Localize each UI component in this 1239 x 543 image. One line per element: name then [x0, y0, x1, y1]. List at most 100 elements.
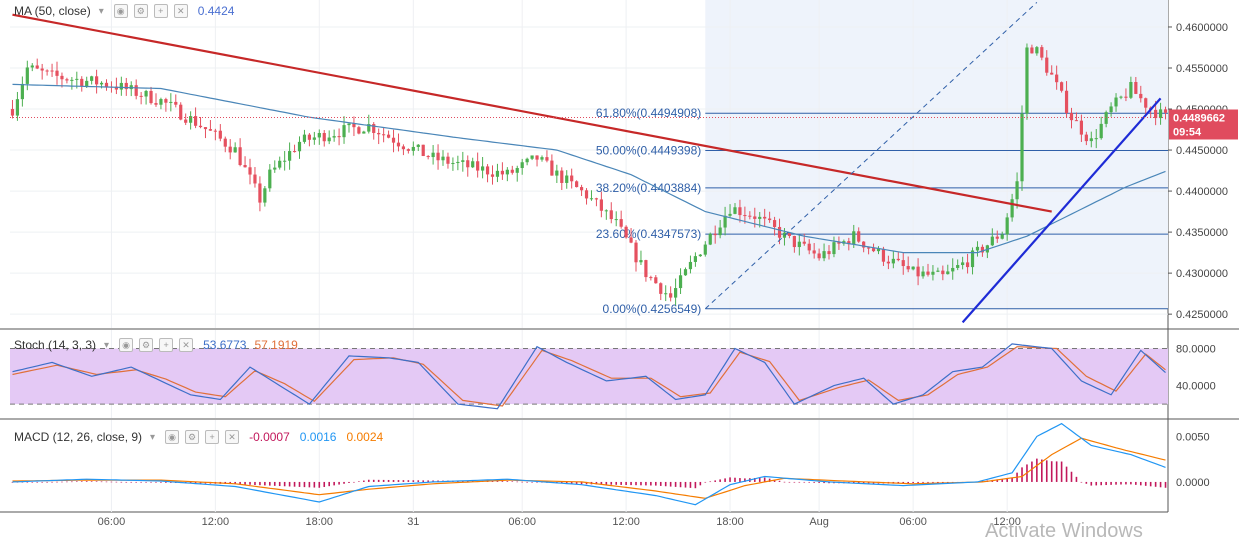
macd-hist-bar	[536, 481, 538, 483]
candle-body	[629, 237, 633, 243]
macd-hist-bar	[125, 481, 128, 483]
eye-icon[interactable]: ◉	[113, 4, 128, 18]
macd-hist-bar	[288, 481, 291, 487]
candle-body	[193, 116, 198, 126]
legend-caret-icon[interactable]: ▾	[150, 431, 156, 443]
macd-hist-bar	[699, 481, 702, 486]
candle-body	[743, 215, 747, 217]
macd-hist-bar	[580, 481, 583, 485]
candle-body	[589, 198, 594, 200]
macd-hist-bar	[753, 477, 756, 482]
candle-body	[565, 175, 569, 183]
macd-hist-bar	[932, 481, 934, 483]
macd-hist-bar	[684, 481, 687, 488]
candle-body	[807, 243, 811, 251]
stoch-d-value: 57.1919	[254, 338, 298, 352]
macd-hist-bar	[11, 481, 14, 483]
candle-body	[65, 79, 69, 81]
macd-hist-bar	[1139, 481, 1142, 486]
candle-body	[624, 226, 628, 238]
candle-body	[208, 129, 213, 131]
candle-body	[461, 160, 465, 162]
macd-hist-bar	[1149, 481, 1152, 487]
candle-body	[490, 174, 495, 177]
macd-hist-bar	[788, 481, 791, 483]
legend-caret-icon[interactable]: ▾	[98, 5, 104, 17]
candle-body	[297, 141, 302, 152]
settings-icon[interactable]: ⚙	[133, 4, 148, 18]
candle-body	[901, 260, 905, 267]
candle-body	[372, 124, 376, 133]
macd-tick-label: 0.0000	[1176, 477, 1210, 489]
eye-icon[interactable]: ◉	[119, 338, 134, 352]
macd-hist-bar	[264, 481, 266, 486]
candle-body	[342, 125, 346, 138]
macd-hist-bar	[318, 481, 321, 488]
candle-body	[1134, 82, 1138, 94]
candle-body	[223, 138, 227, 147]
fib-zone	[705, 0, 1168, 309]
candle-body	[431, 152, 435, 158]
candle-body	[1114, 97, 1118, 107]
candle-body	[881, 248, 886, 262]
macd-hist-bar	[392, 480, 395, 482]
add-icon[interactable]: +	[153, 4, 168, 18]
macd-hist-bar	[338, 481, 340, 485]
macd-hist-bar	[501, 481, 504, 482]
macd-hist-bar	[372, 479, 375, 482]
settings-icon[interactable]: ⚙	[139, 338, 154, 352]
candle-body	[485, 166, 490, 175]
candle-body	[540, 157, 544, 160]
candle-body	[476, 161, 480, 171]
legend-caret-icon[interactable]: ▾	[104, 339, 110, 351]
macd-hist-bar	[1036, 458, 1038, 482]
eye-icon[interactable]: ◉	[165, 430, 180, 444]
macd-hist-bar	[358, 481, 360, 482]
candle-body	[1020, 113, 1024, 182]
candle-body	[1015, 181, 1019, 200]
macd-line	[12, 422, 1166, 506]
fib-level-label: 0.00%(0.4256549)	[603, 302, 702, 316]
macd-hist-bar	[506, 481, 509, 482]
add-icon[interactable]: +	[159, 338, 174, 352]
candle-body	[644, 260, 648, 278]
candle-body	[500, 170, 504, 175]
macd-hist-bar	[927, 481, 929, 483]
macd-hist-bar	[1130, 481, 1132, 485]
candle-body	[802, 241, 806, 244]
candle-body	[1055, 74, 1059, 83]
macd-hist-bar	[808, 481, 811, 483]
macd-hist-bar	[110, 481, 113, 483]
macd-hist-bar	[1045, 460, 1048, 482]
macd-hist-bar	[61, 481, 63, 483]
candle-body	[510, 169, 514, 173]
candle-body	[748, 215, 752, 217]
add-icon[interactable]: +	[205, 430, 220, 444]
candle-body	[367, 124, 371, 132]
remove-icon[interactable]: ✕	[179, 338, 194, 352]
macd-hist-bar	[363, 480, 365, 482]
macd-hist-bar	[674, 481, 677, 487]
candle-body	[233, 147, 237, 153]
candle-body	[520, 162, 524, 169]
macd-hist-bar	[565, 481, 568, 484]
macd-hist-bar	[1090, 481, 1093, 486]
candle-body	[852, 231, 856, 245]
macd-hist-bar	[679, 481, 682, 488]
candle-body	[243, 165, 247, 168]
candle-body	[1158, 109, 1163, 119]
settings-icon[interactable]: ⚙	[185, 430, 200, 444]
remove-icon[interactable]: ✕	[225, 430, 240, 444]
macd-hist-bar	[313, 481, 316, 488]
macd-hist-bar	[531, 481, 533, 483]
candle-body	[495, 170, 500, 177]
macd-hist-bar	[1006, 478, 1008, 482]
macd-hist-bar	[51, 481, 53, 483]
macd-hist-bar	[823, 481, 825, 484]
blue-trendline	[961, 97, 1162, 324]
price-badge-timer: 09:54	[1173, 127, 1202, 139]
remove-icon[interactable]: ✕	[173, 4, 188, 18]
macd-hist-bar	[620, 481, 622, 485]
x-tick-label: 06:00	[98, 516, 126, 528]
candle-body	[248, 167, 252, 175]
